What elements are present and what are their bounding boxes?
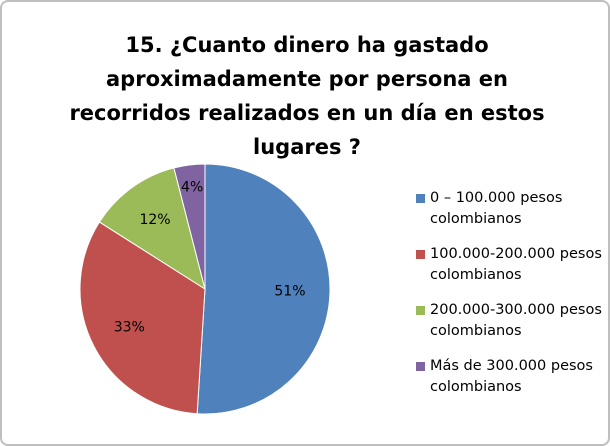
legend-label: 100.000-200.000 pesos colombianos <box>430 246 602 283</box>
legend-swatch <box>416 194 425 203</box>
legend: 0 – 100.000 pesos colombianos 100.000-200… <box>412 188 602 412</box>
data-label: 51% <box>274 284 305 300</box>
pie-slice <box>196 163 331 415</box>
legend-label: 0 – 100.000 pesos colombianos <box>430 190 563 227</box>
pie-slice <box>173 163 206 290</box>
legend-entry: 100.000-200.000 pesos colombianos <box>412 244 602 300</box>
legend-swatch <box>416 306 425 315</box>
data-label: 33% <box>114 320 145 336</box>
chart-title: 15. ¿Cuanto dinero ha gastado aproximada… <box>69 33 545 159</box>
legend-entry: 0 – 100.000 pesos colombianos <box>412 188 602 244</box>
legend-entry: 200.000-300.000 pesos colombianos <box>412 300 602 356</box>
pie-slice <box>79 221 206 415</box>
pie-slice <box>98 167 206 291</box>
legend-swatch <box>416 250 425 259</box>
legend-swatch <box>416 362 425 371</box>
legend-entry: Más de 300.000 pesos colombianos <box>412 356 602 412</box>
legend-label: Más de 300.000 pesos colombianos <box>430 358 593 395</box>
data-label: 4% <box>181 179 203 195</box>
legend-label: 200.000-300.000 pesos colombianos <box>430 302 602 339</box>
data-label: 12% <box>139 212 170 228</box>
